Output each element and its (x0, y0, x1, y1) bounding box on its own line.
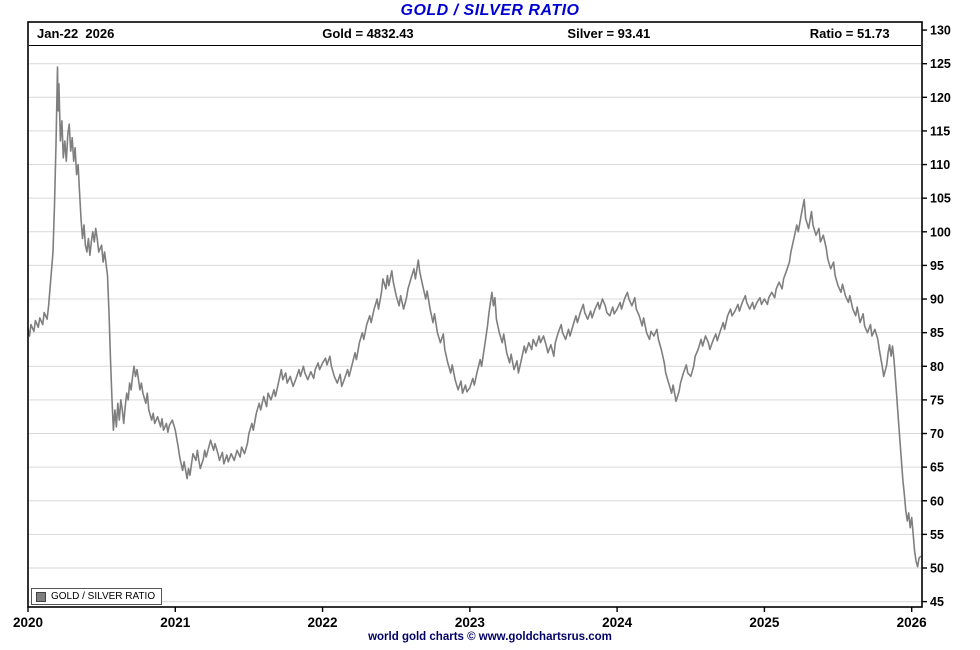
header-ratio-value: Ratio = 51.73 (809, 26, 890, 41)
y-axis-label: 50 (930, 562, 944, 576)
y-axis-label: 75 (930, 393, 944, 407)
y-axis-label: 60 (930, 494, 944, 508)
plot-frame (27, 21, 923, 608)
y-axis-label: 45 (930, 595, 944, 609)
legend-label: GOLD / SILVER RATIO (51, 591, 156, 602)
ratio-line-series (27, 66, 922, 568)
x-axis-label: 2023 (455, 615, 486, 630)
chart-header-band: Jan-22 2026 Gold = 4832.43 Silver = 93.4… (29, 23, 921, 46)
y-axis-label: 115 (930, 124, 950, 138)
chart-title: GOLD / SILVER RATIO (400, 2, 580, 19)
header-gold-value: Gold = 4832.43 (322, 26, 414, 41)
x-axis-label: 2025 (749, 615, 780, 630)
y-axis-label: 110 (930, 158, 950, 172)
y-axis-label: 125 (930, 57, 951, 71)
x-axis-label: 2022 (308, 615, 338, 630)
y-axis-label: 65 (930, 461, 944, 475)
legend-swatch (36, 591, 46, 602)
footer-credit: world gold charts © www.goldchartsrus.co… (368, 631, 612, 643)
x-axis-label: 2020 (13, 615, 43, 630)
y-axis-label: 70 (930, 427, 944, 441)
x-axis-label: 2026 (897, 615, 928, 630)
x-axis-label: 2021 (160, 615, 191, 630)
y-axis-label: 100 (930, 225, 951, 239)
legend: GOLD / SILVER RATIO (31, 588, 163, 605)
y-axis-label: 130 (930, 24, 951, 38)
y-axis-label: 90 (930, 293, 944, 307)
x-axis-label: 2024 (602, 615, 633, 630)
header-silver-value: Silver = 93.41 (567, 26, 651, 41)
y-axis-label: 85 (930, 326, 944, 340)
header-date: Jan-22 2026 (37, 26, 115, 41)
y-axis-label: 105 (930, 192, 951, 206)
y-axis-label: 55 (930, 528, 944, 542)
y-axis-label: 80 (930, 360, 944, 374)
y-axis-label: 95 (930, 259, 944, 273)
y-axis-label: 120 (930, 91, 951, 105)
